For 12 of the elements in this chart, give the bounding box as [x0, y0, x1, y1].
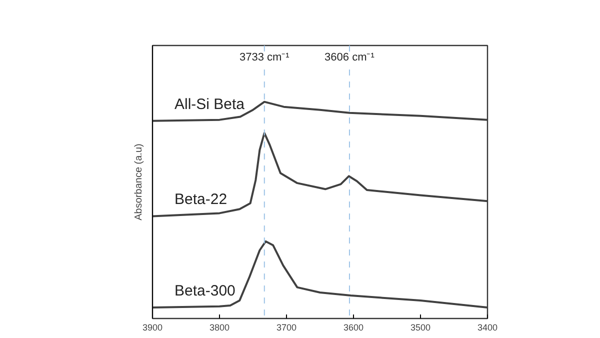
- x-tick-label: 3700: [276, 322, 297, 332]
- y-axis-title: Absorbance (a.u): [134, 144, 144, 220]
- series-label: Beta-22: [174, 191, 228, 208]
- ref-line-label: 3733 cm⁻¹: [239, 52, 290, 64]
- x-tick-label: 3900: [142, 322, 163, 332]
- series-label: Beta-300: [174, 282, 236, 300]
- x-tick-label: 3800: [209, 322, 230, 332]
- series-label: All-Si Beta: [174, 96, 246, 113]
- x-tick-label: 3500: [410, 322, 431, 332]
- x-tick-label: 3400: [477, 322, 498, 332]
- x-tick-label: 3600: [343, 322, 364, 332]
- ref-line-label: 3606 cm⁻¹: [324, 52, 375, 64]
